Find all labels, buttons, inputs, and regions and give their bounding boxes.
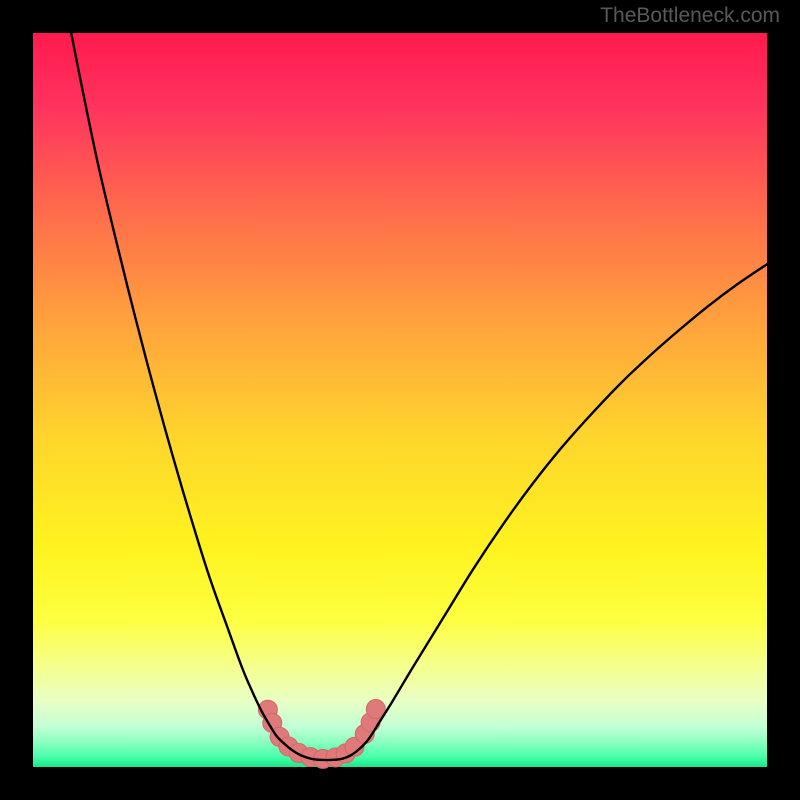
watermark-text: TheBottleneck.com: [600, 4, 780, 28]
curve-left-branch: [71, 33, 270, 726]
curve-right-branch: [378, 264, 767, 724]
dot-strip: [258, 700, 385, 769]
curve-group: [71, 33, 767, 760]
chart-svg: [33, 33, 767, 767]
stage: TheBottleneck.com: [0, 0, 800, 800]
plot-area: [33, 33, 767, 767]
